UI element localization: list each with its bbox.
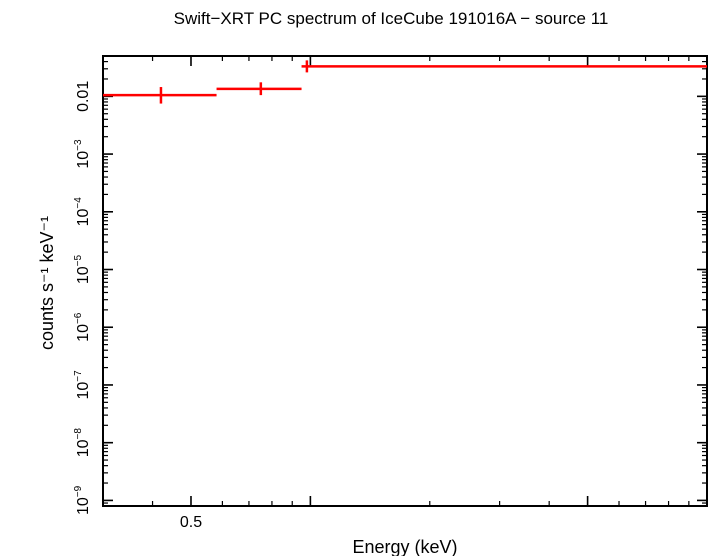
data-point bbox=[103, 87, 217, 104]
y-tick-label: 10−5 bbox=[73, 254, 92, 284]
data-point bbox=[216, 82, 302, 96]
y-tick-label: 0.01 bbox=[75, 81, 92, 112]
y-tick-label: 10−6 bbox=[73, 312, 92, 342]
chart-title: Swift−XRT PC spectrum of IceCube 191016A… bbox=[174, 9, 609, 28]
y-tick-label: 10−7 bbox=[73, 370, 92, 400]
axis-ticks bbox=[102, 55, 708, 507]
y-tick-label: 10−9 bbox=[73, 485, 92, 515]
data-point bbox=[301, 60, 707, 73]
y-tick-label: 10−4 bbox=[73, 197, 92, 227]
tick-labels: 0.5 0.01 10−3 10−4 10−5 10−6 10−7 10−8 10−9 bbox=[73, 81, 202, 531]
data-marks bbox=[103, 60, 707, 104]
y-axis-label: counts s⁻¹ keV⁻¹ bbox=[37, 216, 57, 350]
plot-frame bbox=[102, 55, 708, 507]
y-tick-label: 10−8 bbox=[73, 428, 92, 458]
x-axis-label: Energy (keV) bbox=[352, 537, 457, 556]
y-tick-label: 10−3 bbox=[73, 139, 92, 169]
x-tick-label: 0.5 bbox=[180, 514, 202, 531]
